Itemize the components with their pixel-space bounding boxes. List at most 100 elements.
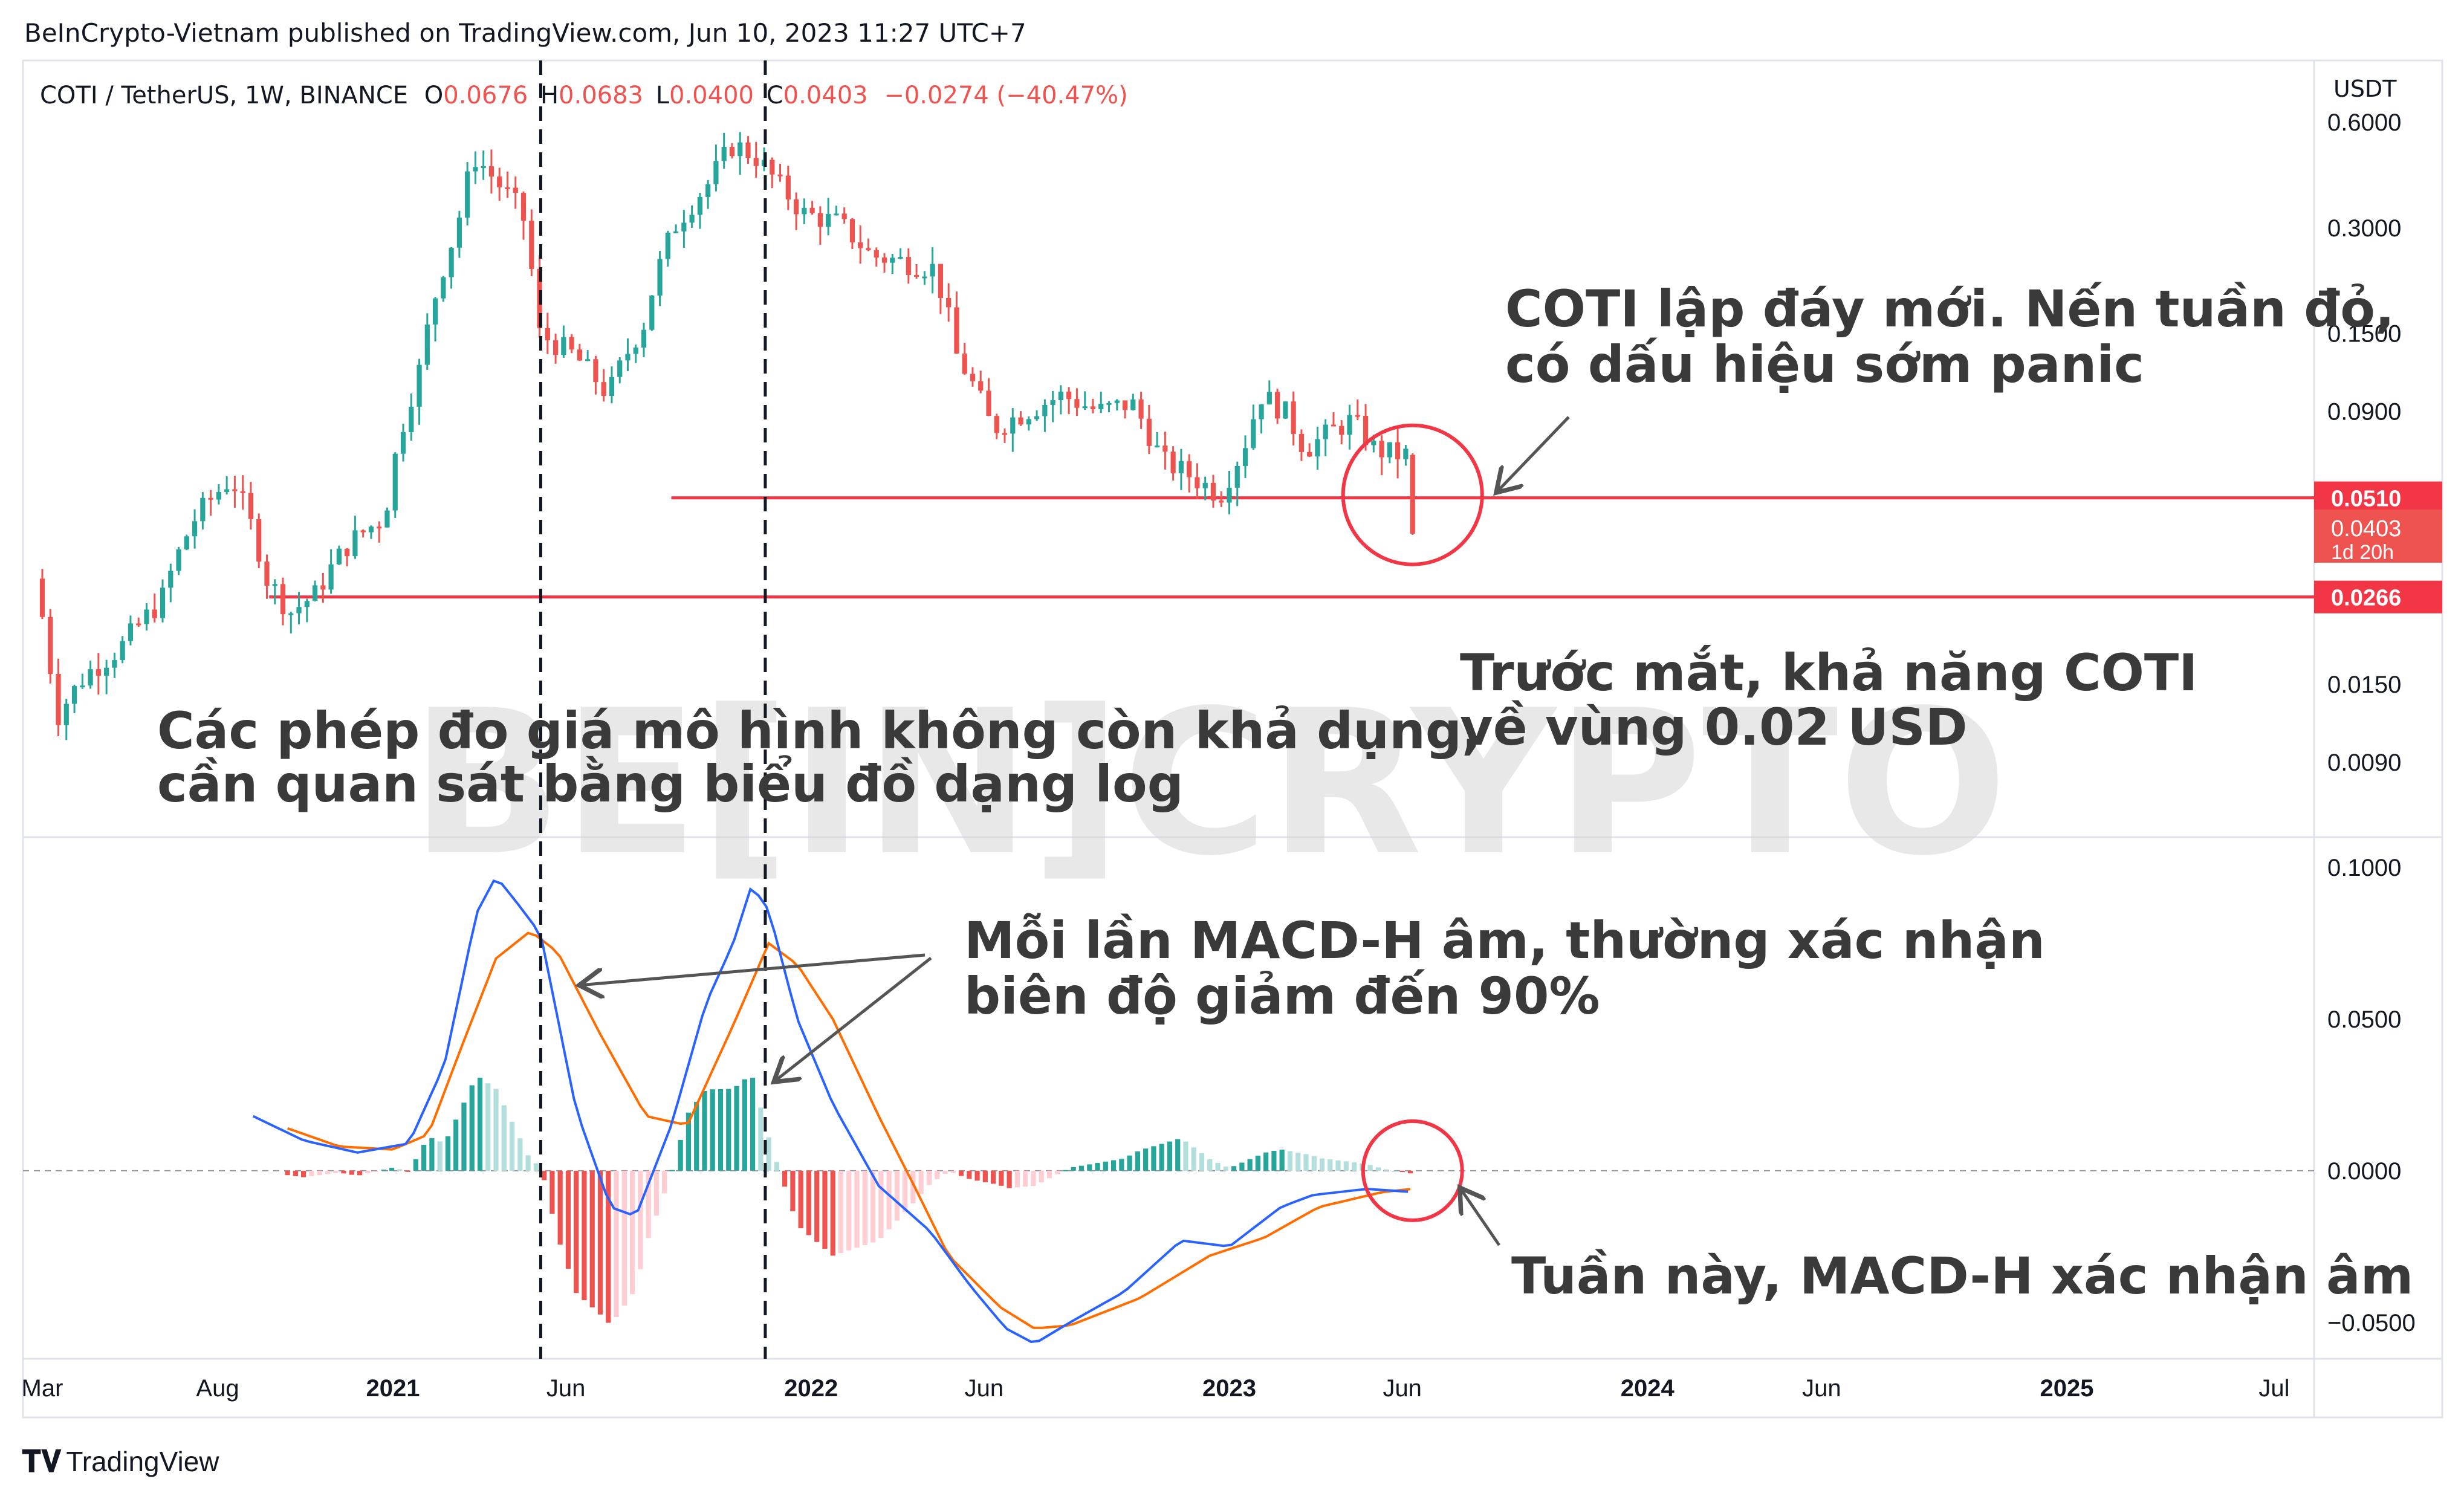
macd-histogram-bar (702, 1091, 707, 1171)
candle-body (954, 307, 959, 354)
candle-body (1162, 445, 1168, 452)
candle-body (617, 360, 623, 377)
macd-histogram-bar (1055, 1170, 1060, 1174)
price-tick-label: 0.0900 (2327, 398, 2401, 425)
candle-body (336, 548, 342, 565)
candle-body (1170, 452, 1176, 474)
macd-histogram-bar (774, 1162, 779, 1171)
candle-body (1042, 404, 1048, 416)
footer-brand[interactable]: 𝐓𝐕 TradingView (22, 1443, 219, 1480)
candle-body (994, 416, 999, 433)
macd-histogram-bar (365, 1170, 371, 1174)
candle-body (858, 242, 863, 248)
macd-histogram-bar (806, 1170, 812, 1235)
symbol-label[interactable]: COTI / TetherUS, 1W, BINANCE (40, 82, 409, 109)
macd-histogram-bar (990, 1170, 996, 1184)
annotation-this-week-line-1: Tuần này, MACD-H xác nhận âm (1511, 1246, 2414, 1306)
candle-body (793, 199, 799, 215)
macd-histogram-bar (758, 1107, 764, 1171)
macd-histogram-bar (638, 1170, 643, 1270)
candle-body (184, 536, 189, 549)
candle-body (1066, 391, 1072, 400)
macd-histogram-bar (950, 1170, 956, 1173)
annotation-new-low: COTI lập đáy mới. Nến tuần đỏ, có dấu hi… (1505, 281, 2394, 392)
macd-histogram-bar (1231, 1166, 1237, 1171)
candle-body (1347, 415, 1352, 435)
macd-histogram-bar (999, 1170, 1004, 1186)
macd-histogram-bar (1271, 1150, 1277, 1171)
candle-body (232, 489, 238, 491)
time-tick-label: 2024 (1621, 1375, 1675, 1402)
candle-body (841, 213, 847, 219)
macd-histogram-bar (678, 1139, 683, 1171)
macd-histogram-bar (1319, 1158, 1325, 1171)
macd-histogram-bar (333, 1170, 339, 1173)
macd-histogram-bar (790, 1170, 796, 1211)
legend-line: COTI / TetherUS, 1W, BINANCE O0.0676 H0.… (40, 82, 1128, 109)
macd-histogram-bar (750, 1078, 756, 1171)
candle-body (633, 348, 638, 354)
candle-body (545, 328, 550, 340)
macd-histogram-bar (830, 1170, 835, 1256)
candle-body (505, 187, 510, 189)
candle-body (1018, 417, 1023, 425)
candle-body (553, 340, 559, 355)
macd-histogram-bar (1255, 1155, 1261, 1171)
watermark-text: BE[IN]CRYPTO (410, 667, 2008, 899)
candle-body (152, 609, 157, 618)
current-price-tag (2314, 509, 2442, 563)
candle-body (1242, 448, 1248, 466)
macd-histogram-bar (517, 1138, 523, 1171)
candle-body (1387, 442, 1392, 458)
macd-tick-label: −0.0500 (2327, 1310, 2416, 1336)
candle-body (906, 257, 911, 276)
candle-body (930, 264, 935, 277)
macd-histogram-bar (894, 1170, 900, 1221)
macd-histogram-bar (870, 1170, 876, 1243)
time-tick-label: Mar (22, 1375, 63, 1402)
candle-body (88, 669, 93, 686)
macd-histogram-bar (485, 1083, 491, 1171)
candle-body (1274, 392, 1280, 419)
macd-histogram-bar (1239, 1162, 1245, 1171)
macd-tick-label: 0.1000 (2327, 855, 2401, 881)
histogram-layer (285, 1078, 1413, 1323)
macd-histogram-bar (614, 1170, 619, 1317)
macd-histogram-bar (935, 1170, 940, 1179)
candle-body (978, 381, 984, 391)
price-tick-label: 0.6000 (2327, 109, 2401, 136)
macd-histogram-bar (686, 1112, 692, 1171)
candle-body (849, 219, 855, 243)
ohlc-open-value: 0.0676 (443, 82, 528, 109)
macd-histogram-bar (1335, 1160, 1341, 1171)
candle-body (1178, 461, 1184, 474)
candle-body (585, 359, 591, 361)
macd-histogram-bar (726, 1089, 731, 1171)
macd-histogram-bar (1135, 1151, 1140, 1171)
candle-body (1050, 400, 1055, 405)
macd-histogram-bar (357, 1170, 363, 1176)
candle-body (80, 685, 85, 688)
candle-body (962, 353, 967, 374)
candle-body (1219, 500, 1224, 503)
macd-histogram-bar (1031, 1170, 1036, 1187)
macd-histogram-bar (469, 1085, 475, 1171)
candle-body (208, 497, 213, 500)
annotation-arrow (774, 957, 932, 1082)
ohlc-low-label: L (655, 82, 670, 109)
time-tick-label: Aug (196, 1375, 239, 1402)
level-price-tag (2314, 481, 2442, 514)
candle-body (673, 231, 679, 233)
candle-body (1307, 452, 1312, 457)
annotation-log-note: Các phép đo giá mô hình không còn khả dụ… (157, 704, 1481, 811)
macd-histogram-bar (926, 1170, 932, 1185)
candle-body (1138, 399, 1144, 419)
candle-body (280, 584, 286, 615)
annotation-arrow (579, 953, 926, 985)
change-value: −0.0274 (−40.47%) (884, 82, 1128, 109)
markers-layer (539, 60, 1484, 1359)
candle-body (1058, 391, 1064, 401)
candle-body (104, 667, 109, 676)
candle-body (312, 585, 318, 601)
candle-body (1122, 400, 1128, 410)
